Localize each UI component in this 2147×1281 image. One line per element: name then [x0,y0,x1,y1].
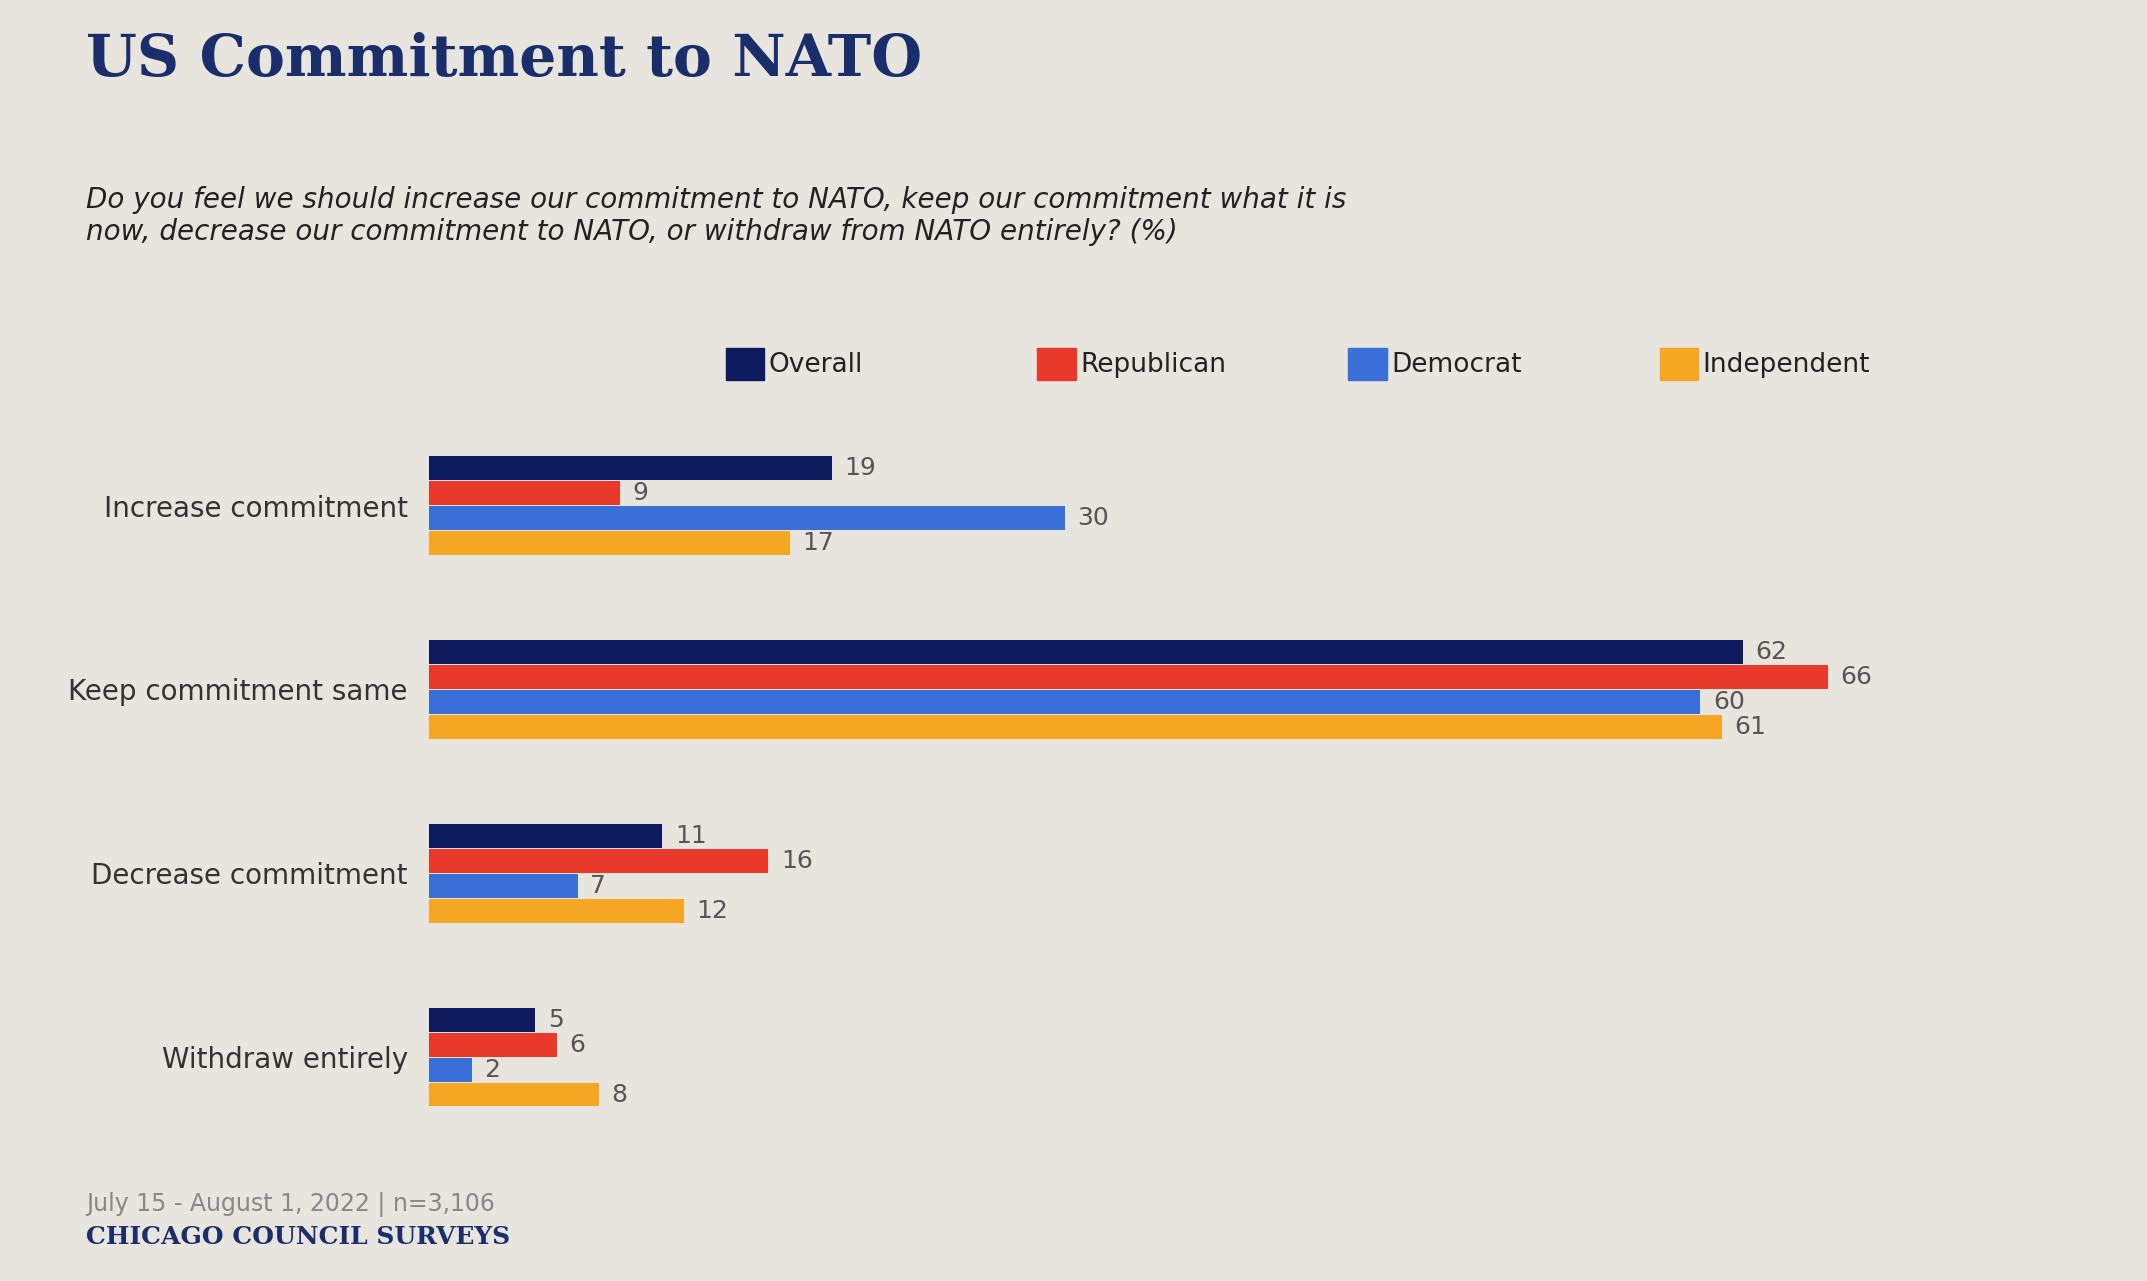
Text: July 15 - August 1, 2022 | n=3,106: July 15 - August 1, 2022 | n=3,106 [86,1191,494,1217]
Text: 11: 11 [674,824,706,848]
Text: 62: 62 [1756,640,1788,665]
Text: 9: 9 [633,482,648,505]
Text: 16: 16 [782,849,814,872]
Text: 66: 66 [1840,665,1872,689]
Bar [429,824,663,848]
Bar [429,1082,599,1107]
Bar [429,690,1700,714]
Bar [429,1058,472,1081]
Text: Democrat: Democrat [1391,352,1522,378]
Bar [429,665,1827,689]
Text: 19: 19 [844,456,876,480]
Bar [429,530,790,555]
Text: 17: 17 [803,530,833,555]
Text: US Commitment to NATO: US Commitment to NATO [86,32,921,88]
Text: 5: 5 [547,1008,565,1032]
Text: 7: 7 [590,874,605,898]
Text: 61: 61 [1735,715,1767,739]
Bar [429,506,1065,530]
Text: 2: 2 [485,1058,500,1081]
Text: Independent: Independent [1703,352,1870,378]
Text: Do you feel we should increase our commitment to NATO, keep our commitment what : Do you feel we should increase our commi… [86,186,1346,246]
Text: 60: 60 [1713,690,1746,714]
Text: Republican: Republican [1080,352,1226,378]
Bar [429,715,1722,739]
Bar [429,482,620,505]
Text: Overall: Overall [769,352,863,378]
Bar [429,1032,556,1057]
Text: 12: 12 [696,898,728,922]
Bar [429,456,831,480]
Bar [429,849,769,872]
Text: 6: 6 [569,1032,586,1057]
Bar [429,874,578,898]
Bar [429,899,683,922]
Bar [429,1008,535,1032]
Bar [429,640,1743,664]
Text: CHICAGO COUNCIL SURVEYS: CHICAGO COUNCIL SURVEYS [86,1225,511,1249]
Text: 30: 30 [1078,506,1110,530]
Text: 8: 8 [612,1082,627,1107]
